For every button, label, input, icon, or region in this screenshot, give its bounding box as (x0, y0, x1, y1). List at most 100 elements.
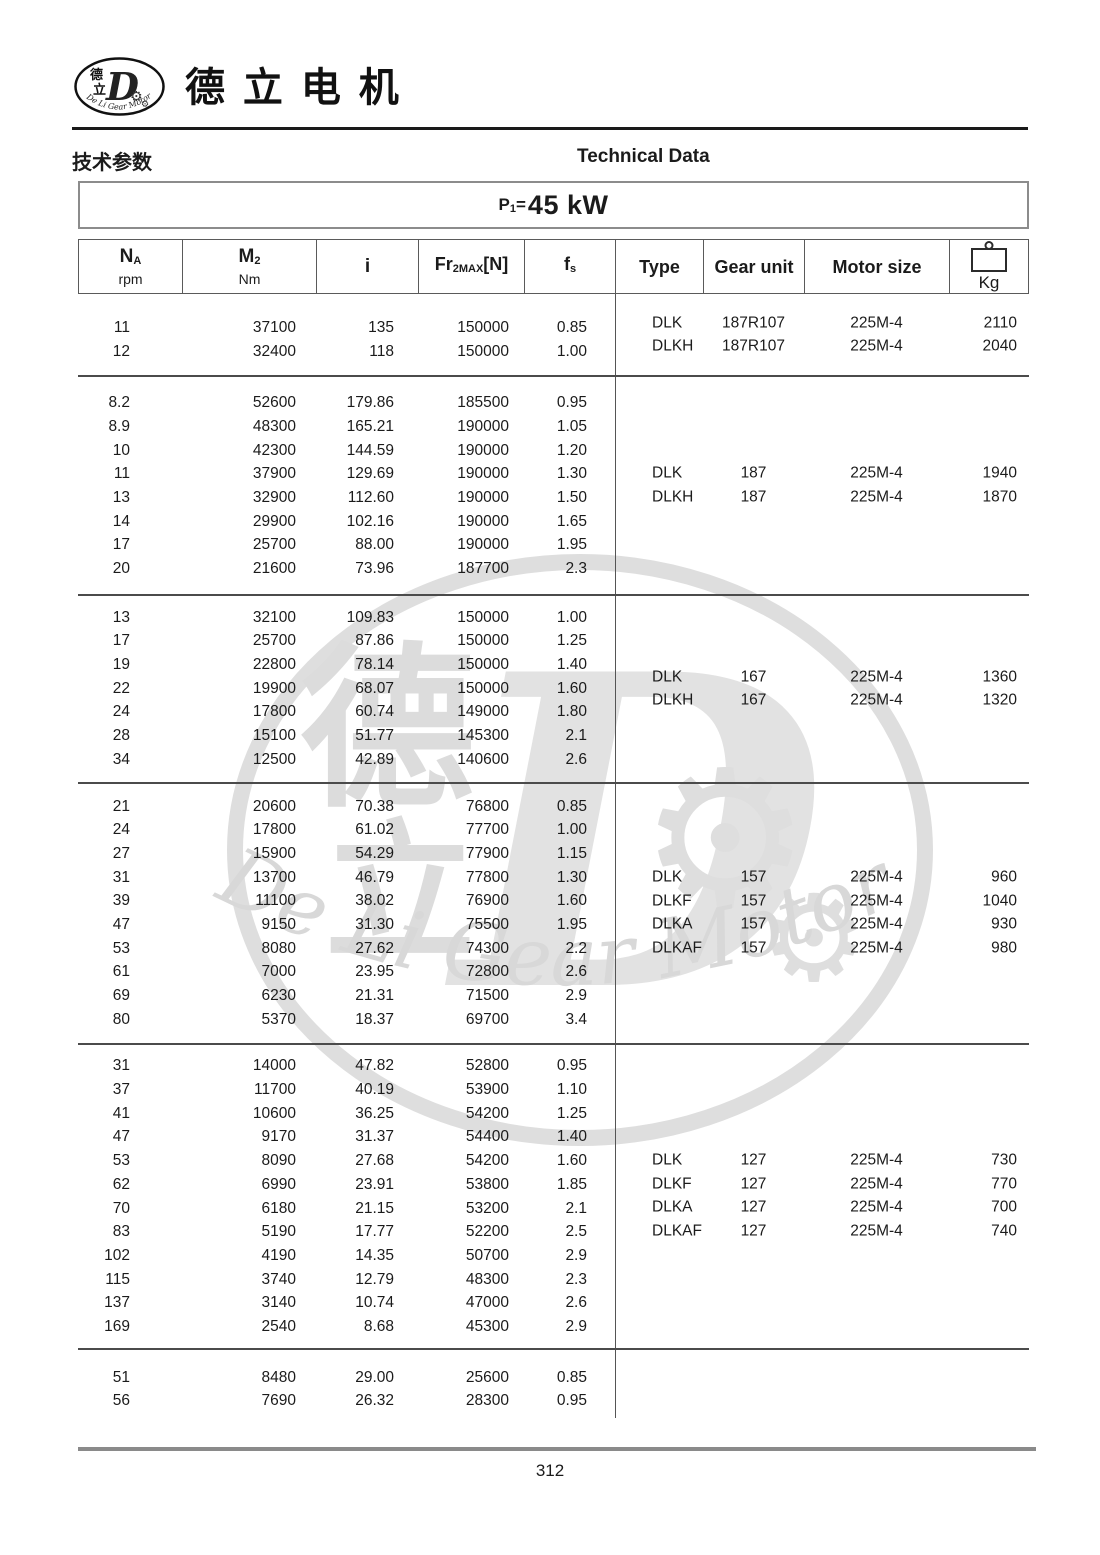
cell-fs: 1.05 (556, 417, 587, 435)
cell-i: 31.37 (355, 1128, 394, 1146)
cell-na: 17 (112, 632, 130, 650)
cell-m2: 7000 (261, 963, 296, 981)
cell-fs: 1.60 (556, 679, 587, 697)
cell-na: 19 (112, 656, 130, 674)
cell-fs: 1.25 (556, 632, 587, 650)
cell-motor-size: 225M-4 (850, 868, 903, 886)
table-group: 51 8480 29.00 25600 0.85 56 7690 26.32 28300 0.95 (78, 1349, 1029, 1444)
cell-na: 47 (112, 915, 130, 933)
cell-na: 8.2 (108, 394, 130, 412)
cell-fr2max: 54400 (465, 1128, 509, 1146)
cell-motor-size: 225M-4 (850, 488, 903, 506)
col-header-na: NA rpm (79, 240, 183, 293)
cell-fr2max: 72800 (465, 963, 509, 981)
cell-fr2max: 77700 (465, 821, 509, 839)
cell-fr2max: 48300 (465, 1270, 509, 1288)
cell-fr2max: 140600 (457, 750, 509, 768)
gear-icon: ⚙ (141, 99, 149, 109)
cell-fs: 1.95 (556, 915, 587, 933)
cell-i: 54.29 (355, 844, 394, 862)
cell-i: 47.82 (355, 1057, 394, 1075)
cell-fs: 1.80 (556, 703, 587, 721)
info-row: DLK 167 225M-4 1360 (615, 665, 1027, 689)
cell-i: 70.38 (355, 797, 394, 815)
cell-fs: 2.6 (565, 750, 587, 768)
cell-na: 31 (112, 868, 130, 886)
table-row: 13 32900 112.60 190000 1.50 (78, 486, 1029, 510)
cell-na: 37 (112, 1081, 130, 1099)
cell-m2: 20600 (252, 797, 296, 815)
cell-fs: 1.00 (556, 342, 587, 360)
cell-m2: 7690 (261, 1392, 296, 1410)
cell-i: 42.89 (355, 750, 394, 768)
cell-fs: 1.25 (556, 1104, 587, 1122)
cell-motor-size: 225M-4 (850, 1199, 903, 1217)
cell-i: 68.07 (355, 679, 394, 697)
cell-i: 61.02 (355, 821, 394, 839)
table-row: 10 42300 144.59 190000 1.20 (78, 439, 1029, 463)
logo-monogram: D (105, 64, 139, 109)
table-row: 27 15900 54.29 77900 1.15 (78, 842, 1029, 866)
cell-fs: 1.85 (556, 1175, 587, 1193)
info-row: DLKH 187R107 225M-4 2040 (615, 335, 1027, 359)
table-row: 14 29900 102.16 190000 1.65 (78, 510, 1029, 534)
power-value: 45 kW (527, 189, 609, 220)
cell-na: 11 (113, 318, 130, 336)
cell-fs: 2.2 (565, 939, 587, 957)
cell-na: 115 (105, 1270, 130, 1288)
table-row: 41 10600 36.25 54200 1.25 (78, 1102, 1029, 1126)
cell-m2: 32900 (252, 488, 296, 506)
cell-fs: 0.85 (556, 1368, 587, 1386)
cell-na: 31 (112, 1057, 130, 1075)
cell-na: 137 (104, 1294, 130, 1312)
cell-i: 29.00 (355, 1368, 394, 1386)
cell-motor-size: 225M-4 (850, 915, 903, 933)
cell-i: 51.77 (355, 727, 394, 745)
cell-fs: 1.00 (556, 821, 587, 839)
table-row: 11 37900 129.69 190000 1.30 (78, 462, 1029, 486)
cell-weight: 1320 (982, 691, 1017, 709)
info-row: DLKH 187 225M-4 1870 (615, 486, 1027, 510)
cell-fr2max: 53800 (465, 1175, 509, 1193)
cell-m2: 6180 (261, 1199, 296, 1217)
cell-fr2max: 145300 (457, 727, 509, 745)
cell-m2: 14000 (252, 1057, 296, 1075)
cell-weight: 740 (991, 1222, 1017, 1240)
cell-na: 27 (112, 844, 130, 862)
cell-na: 53 (112, 939, 130, 957)
brand-name: 德 立 电 机 (185, 64, 401, 111)
cell-i: 23.91 (355, 1175, 394, 1193)
cell-i: 73.96 (355, 560, 394, 578)
cell-gear-unit: 167 (740, 691, 767, 709)
cell-fr2max: 190000 (457, 465, 509, 483)
cell-m2: 6230 (261, 987, 296, 1005)
cell-na: 102 (104, 1246, 130, 1264)
gear-icon: ⚙ (130, 88, 143, 104)
cell-na: 13 (112, 608, 130, 626)
table-row: 70 6180 21.15 53200 2.1 (78, 1197, 1029, 1221)
cell-fs: 2.5 (565, 1223, 587, 1241)
cell-type: DLKH (652, 337, 694, 355)
cell-i: 10.74 (355, 1294, 394, 1312)
cell-m2: 4190 (261, 1246, 296, 1264)
cell-gear-unit: 157 (740, 868, 767, 886)
cell-weight: 770 (991, 1175, 1017, 1193)
cell-m2: 6990 (261, 1175, 296, 1193)
table-header-row: NA rpm M2 Nm i Fr2MAX[N] fs Type Gear un… (78, 239, 1029, 294)
cell-fs: 1.30 (556, 465, 587, 483)
cell-na: 12 (112, 342, 130, 360)
cell-na: 53 (112, 1152, 130, 1170)
cell-motor-size: 225M-4 (850, 313, 903, 331)
cell-m2: 32100 (252, 608, 296, 626)
table-row: 69 6230 21.31 71500 2.9 (78, 984, 1029, 1008)
info-block: DLK 167 225M-4 1360 DLKH 167 225M-4 1320 (615, 665, 1027, 712)
cell-fs: 1.00 (556, 608, 587, 626)
data-rows: 11 37100 135 150000 0.85 12 32400 118 150000 1.00 (78, 316, 1029, 363)
table-row: 83 5190 17.77 52200 2.5 (78, 1220, 1029, 1244)
col-header-type: Type (616, 240, 704, 293)
cell-i: 165.21 (346, 417, 394, 435)
cell-na: 34 (112, 750, 130, 768)
cell-fr2max: 77900 (465, 844, 509, 862)
cell-fr2max: 150000 (457, 679, 509, 697)
cell-fs: 2.9 (565, 1317, 587, 1335)
